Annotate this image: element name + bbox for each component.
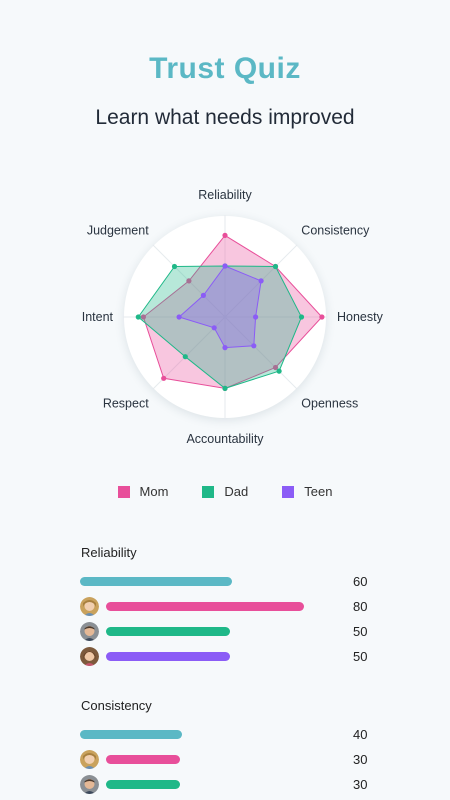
score-row-dad: 50 bbox=[0, 622, 450, 642]
score-bar-overall bbox=[80, 577, 233, 586]
radar-point-teen-honesty bbox=[253, 314, 259, 320]
radar-point-mom-intent bbox=[140, 314, 146, 320]
score-bar-teen bbox=[106, 652, 230, 661]
radar-axis-label-openness: Openness bbox=[301, 396, 358, 410]
score-value: 30 bbox=[353, 752, 368, 767]
radar-point-dad-respect bbox=[182, 354, 188, 360]
radar-point-teen-reliability bbox=[222, 263, 228, 269]
score-bar-mom bbox=[106, 602, 305, 611]
radar-point-teen-respect bbox=[211, 325, 217, 331]
radar-point-dad-honesty bbox=[298, 314, 305, 320]
radar-axis-label-respect: Respect bbox=[103, 396, 149, 410]
radar-axis-label-accountability: Accountability bbox=[186, 432, 264, 446]
radar-axis-label-consistency: Consistency bbox=[301, 224, 370, 238]
radar-point-mom-honesty bbox=[319, 314, 325, 320]
radar-point-mom-respect bbox=[161, 375, 167, 381]
teen-avatar bbox=[80, 647, 99, 666]
score-value: 50 bbox=[353, 649, 368, 664]
mom-avatar bbox=[80, 597, 99, 616]
radar-point-dad-openness bbox=[276, 368, 282, 374]
radar-chart: Reliability Consistency Honesty Openness Acc… bbox=[82, 188, 384, 446]
legend-swatch-dad bbox=[202, 485, 215, 498]
score-value: 30 bbox=[353, 777, 368, 792]
score-value: 50 bbox=[353, 624, 368, 639]
legend-swatch-teen bbox=[282, 485, 295, 498]
radar-axis-label-intent: Intent bbox=[82, 310, 114, 324]
page-title: Trust Quiz bbox=[149, 52, 301, 85]
legend-label: Mom bbox=[139, 484, 169, 499]
legend-item-mom[interactable]: Mom bbox=[117, 484, 169, 499]
radar-point-teen-consistency bbox=[258, 278, 264, 284]
dad-avatar bbox=[80, 775, 99, 794]
radar-spoke-openness bbox=[224, 316, 298, 390]
legend-item-teen[interactable]: Teen bbox=[282, 484, 332, 499]
radar-point-teen-intent bbox=[176, 314, 182, 320]
legend-label: Dad bbox=[224, 484, 249, 499]
legend-swatch-mom bbox=[117, 485, 130, 498]
legend-item-dad[interactable]: Dad bbox=[202, 484, 248, 499]
score-bar-dad bbox=[106, 780, 181, 789]
radar-axis-label-honesty: Honesty bbox=[337, 310, 384, 324]
radar-point-dad-accountability bbox=[222, 385, 228, 391]
section-title: Reliability bbox=[81, 545, 137, 560]
score-row-overall: 60 bbox=[0, 572, 450, 592]
score-row-teen: 50 bbox=[0, 647, 450, 667]
radar-axis-label-judgement: Judgement bbox=[87, 224, 149, 238]
score-value: 60 bbox=[353, 574, 368, 589]
radar-axis-label-reliability: Reliability bbox=[198, 188, 252, 202]
radar-point-teen-accountability bbox=[222, 345, 228, 351]
radar-point-dad-judgement bbox=[171, 263, 178, 270]
radar-point-mom-reliability bbox=[222, 232, 228, 238]
score-row-overall: 40 bbox=[0, 725, 450, 745]
chart-legend: Mom Dad Teen bbox=[0, 484, 450, 499]
score-value: 40 bbox=[353, 727, 368, 742]
score-row-dad: 30 bbox=[0, 775, 450, 795]
radar-point-mom-judgement bbox=[186, 278, 192, 284]
score-row-mom: 30 bbox=[0, 750, 450, 770]
score-bar-mom bbox=[106, 755, 181, 764]
dad-avatar bbox=[80, 622, 99, 641]
section-title: Consistency bbox=[81, 698, 152, 713]
radar-point-teen-judgement bbox=[200, 292, 206, 298]
radar-point-mom-openness bbox=[272, 364, 279, 371]
radar-point-teen-openness bbox=[251, 343, 257, 349]
radar-point-dad-consistency bbox=[272, 263, 279, 270]
page-subtitle: Learn what needs improved bbox=[95, 106, 355, 129]
score-bar-dad bbox=[106, 627, 230, 636]
score-bar-overall bbox=[80, 730, 182, 739]
radar-point-dad-intent bbox=[135, 314, 141, 320]
score-row-mom: 80 bbox=[0, 597, 450, 617]
score-value: 80 bbox=[353, 599, 368, 614]
legend-label: Teen bbox=[304, 484, 333, 499]
mom-avatar bbox=[80, 750, 99, 769]
